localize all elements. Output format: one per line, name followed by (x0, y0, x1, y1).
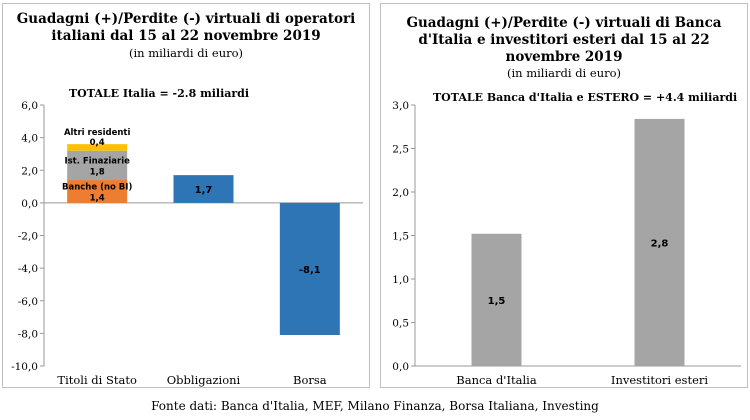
left-total-annotation: TOTALE Italia = -2.8 miliardi (69, 87, 250, 100)
left-bar-segment (67, 180, 128, 203)
left-y-tick-label: -2,0 (18, 231, 38, 243)
source-note: Fonte dati: Banca d'Italia, MEF, Milano … (151, 399, 599, 413)
left-y-tick-label: -10,0 (11, 361, 38, 373)
right-y-tick-label: 3,0 (392, 100, 409, 112)
left-y-tick-label: -8,0 (18, 328, 38, 340)
left-data-label: 0,4 (90, 138, 105, 148)
right-bar-chart: 0,0 0,5 1,0 1,5 2,0 2,5 3,0 1,5 Banca d'Italia 2,… (392, 100, 741, 387)
left-bar-segment (67, 150, 128, 181)
left-y-tick-label: 4,0 (21, 133, 38, 145)
left-chart-title: Guadagni (+)/Perdite (-) virtuali di ope… (3, 11, 369, 45)
left-title-line-2: italiani dal 15 al 22 novembre 2019 (51, 28, 321, 44)
left-category-label: Borsa (293, 373, 327, 387)
left-y-tick-label: -4,0 (18, 263, 38, 275)
left-category-label: Obbligazioni (167, 373, 241, 387)
right-chart-subtitle: (in miliardi di euro) (506, 66, 622, 80)
left-y-tick-label: 2,0 (21, 165, 38, 177)
right-category-label: Banca d'Italia (456, 373, 537, 387)
left-chart-panel: Guadagni (+)/Perdite (-) virtuali di ope… (2, 3, 370, 388)
left-y-tick-label: 6,0 (21, 100, 38, 112)
left-data-label: 1,8 (90, 167, 105, 177)
left-chart-subtitle: (in miliardi di euro) (128, 46, 244, 60)
right-y-tick-label: 0,5 (392, 318, 409, 330)
left-y-tick-label: -6,0 (18, 296, 38, 308)
left-y-tick-label: 0,0 (21, 198, 38, 210)
right-y-tick-label: 1,5 (392, 231, 409, 243)
right-title-line-1: Guadagni (+)/Perdite (-) virtuali di Ban… (406, 15, 722, 31)
right-title-line-3: novembre 2019 (505, 49, 623, 65)
left-series-name-label: Banche (no BI) (62, 182, 132, 192)
right-category-label: Investitori esteri (611, 373, 708, 387)
right-y-tick-label: 2,5 (392, 144, 409, 156)
right-chart-title: Guadagni (+)/Perdite (-) virtuali di Ban… (381, 15, 747, 66)
right-y-tick-label: 2,0 (392, 187, 409, 199)
right-bar (634, 118, 685, 366)
right-y-tick-label: 0,0 (392, 361, 409, 373)
right-total-annotation: TOTALE Banca d'Italia e ESTERO = +4.4 mi… (433, 91, 738, 104)
left-bar-segment (173, 175, 234, 203)
left-category-label: Titoli di Stato (57, 373, 137, 387)
right-title-line-2: d'Italia e investitori esteri dal 15 al … (418, 32, 710, 48)
left-bar-chart: -10,0 -8,0 -6,0 -4,0 -2,0 0,0 2,0 4,0 6,0 Titoli … (11, 100, 363, 387)
left-data-label: 1,7 (195, 185, 213, 196)
left-data-label: 1,4 (90, 193, 105, 203)
left-series-name-label: Ist. Finaziarie (64, 156, 130, 166)
right-bar (471, 233, 522, 366)
left-title-line-1: Guadagni (+)/Perdite (-) virtuali di ope… (16, 11, 356, 27)
left-bar-segment (67, 144, 128, 151)
left-data-label: -8,1 (299, 265, 321, 276)
left-series-name-label: Altri residenti (64, 128, 131, 138)
right-data-label: 1,5 (488, 296, 506, 307)
right-y-tick-label: 1,0 (392, 274, 409, 286)
right-data-label: 2,8 (651, 238, 669, 249)
left-bar-segment (279, 202, 340, 336)
right-chart-panel: Guadagni (+)/Perdite (-) virtuali di Ban… (380, 3, 748, 388)
